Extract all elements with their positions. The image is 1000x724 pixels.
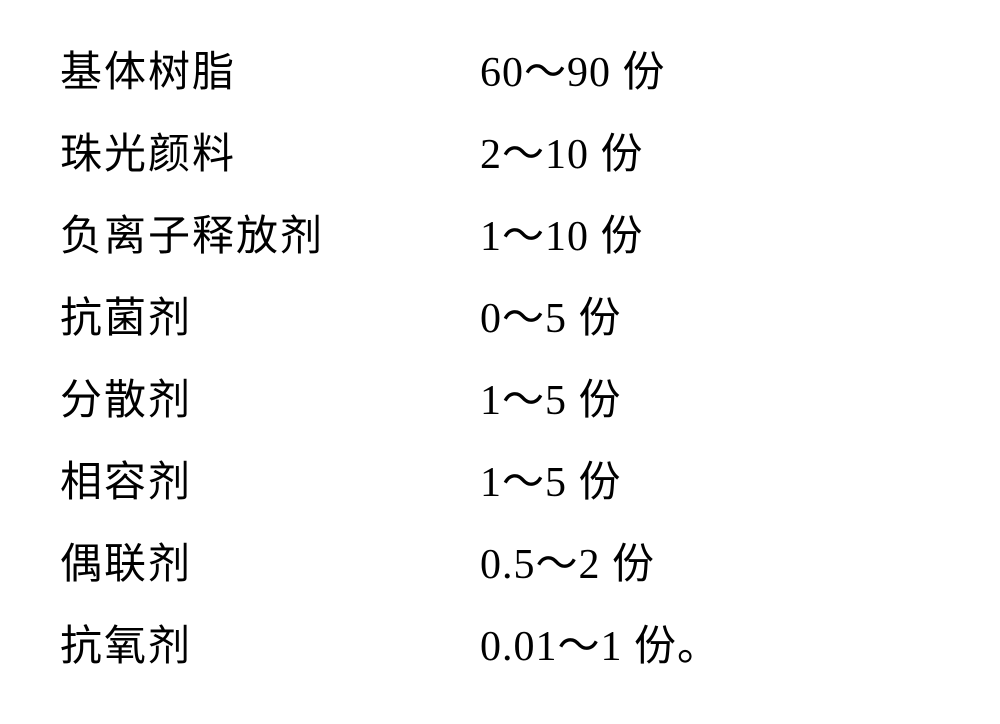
table-row: 相容剂 1～5 份 [60,448,940,530]
table-row: 偶联剂 0.5～2 份 [60,530,940,612]
ingredient-name: 分散剂 [60,366,480,427]
ingredient-amount: 1～5 份 [480,366,622,427]
ingredient-amount: 60～90 份 [480,38,666,99]
ingredient-amount: 0～5 份 [480,284,622,345]
ingredient-name: 偶联剂 [60,530,480,591]
ingredient-name: 抗菌剂 [60,284,480,345]
ingredient-amount: 2～10 份 [480,120,644,181]
table-row: 基体树脂 60～90 份 [60,38,940,120]
ingredient-name: 抗氧剂 [60,612,480,673]
ingredient-table: 基体树脂 60～90 份 珠光颜料 2～10 份 负离子释放剂 1～10 份 抗… [60,38,940,694]
ingredient-name: 珠光颜料 [60,120,480,181]
table-row: 珠光颜料 2～10 份 [60,120,940,202]
table-row: 分散剂 1～5 份 [60,366,940,448]
table-row: 抗菌剂 0～5 份 [60,284,940,366]
ingredient-amount: 1～10 份 [480,202,644,263]
ingredient-name: 相容剂 [60,448,480,509]
table-row: 抗氧剂 0.01～1 份。 [60,612,940,694]
ingredient-amount: 0.5～2 份 [480,530,655,591]
ingredient-name: 基体树脂 [60,38,480,99]
ingredient-amount: 1～5 份 [480,448,622,509]
ingredient-name: 负离子释放剂 [60,202,480,263]
table-row: 负离子释放剂 1～10 份 [60,202,940,284]
ingredient-amount: 0.01～1 份。 [480,612,720,673]
